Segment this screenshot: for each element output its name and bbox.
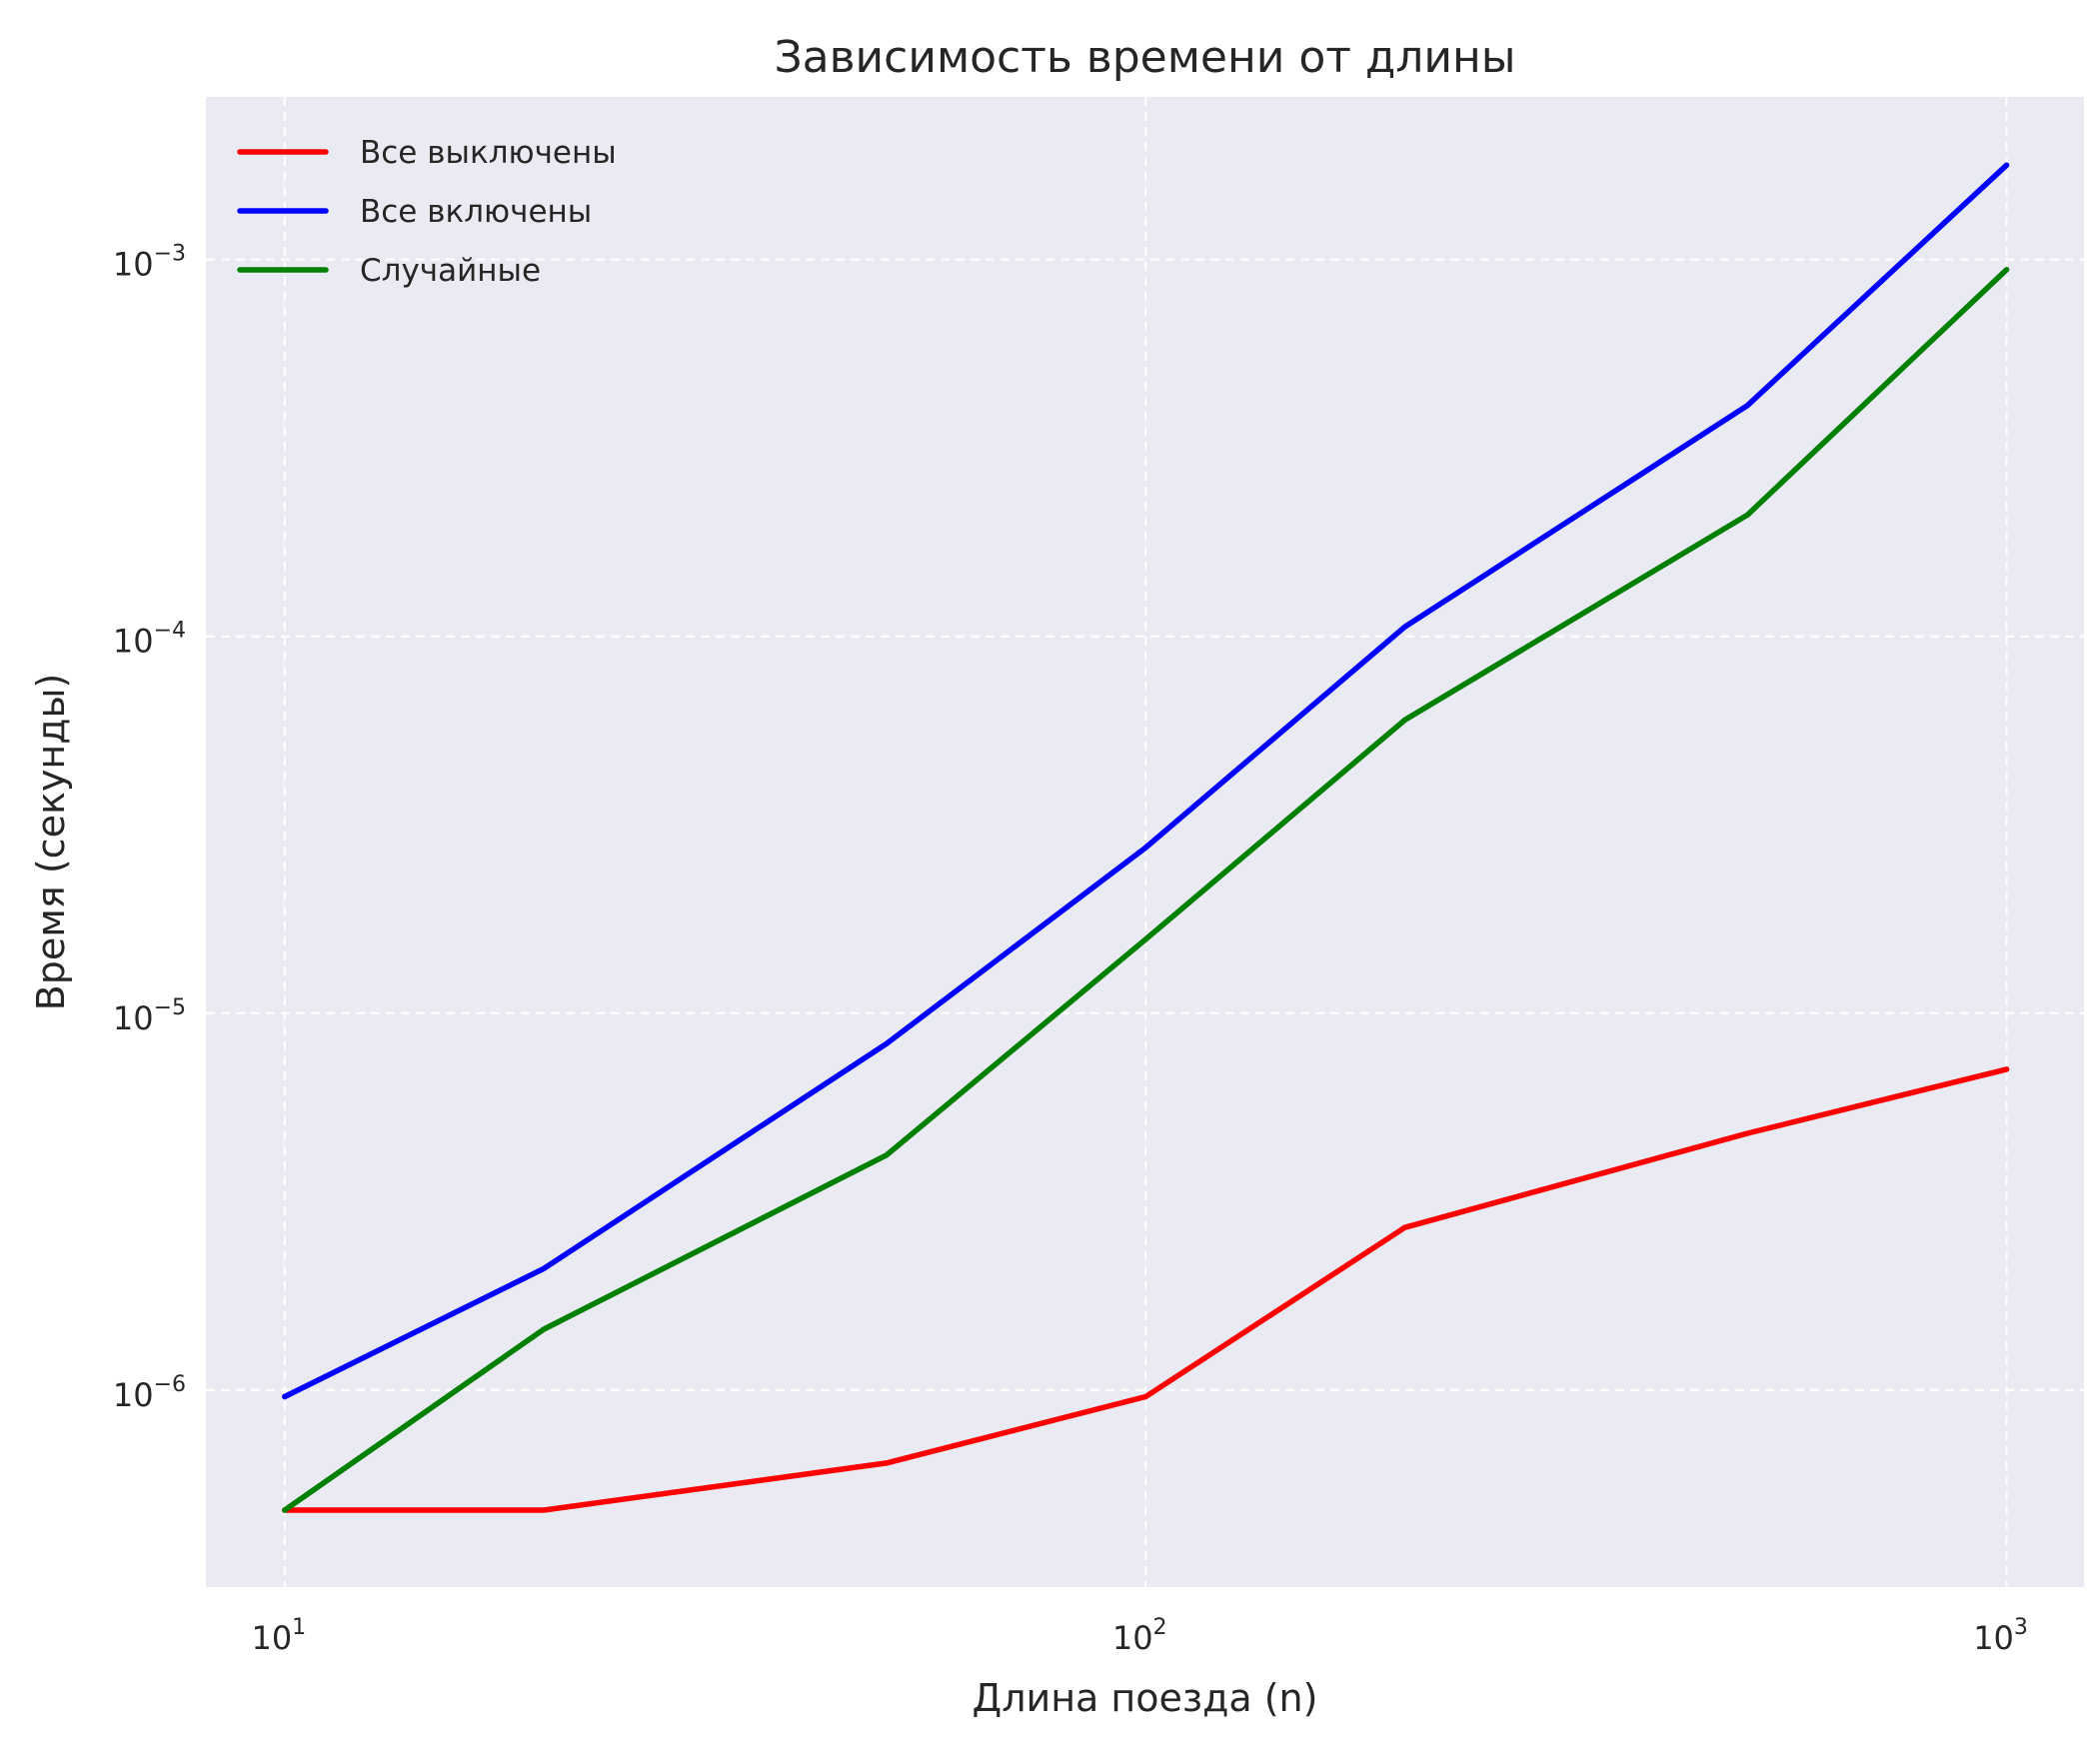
series-line-Все включены [282,162,2010,1400]
series-line-Все выключены [282,1066,2010,1513]
y-tick-label: 10−4 [113,619,186,661]
grid [206,97,2084,1587]
legend-label: Все выключены [360,135,617,171]
x-tick-label: 102 [1112,1615,1167,1657]
legend-label: Случайные [360,253,541,289]
x-axis-label: Длина поезда (n) [973,1676,1318,1720]
x-tick-label: 103 [1973,1615,2028,1657]
x-tick-label: 101 [251,1615,306,1657]
y-axis-label: Время (секунды) [29,674,73,1011]
series-lines [282,162,2010,1513]
y-tick-label: 10−3 [113,242,186,284]
legend-label: Все включены [360,194,592,230]
tick-labels: 101 102 103 10−6 10−5 10−4 10−3 [113,242,2028,1657]
legend: Все выключены Все включены Случайные [237,135,617,289]
y-tick-label: 10−6 [113,1372,186,1414]
chart-title: Зависимость времени от длины [774,32,1515,83]
y-tick-label: 10−5 [113,995,186,1037]
series-line-Случайные [282,267,2010,1513]
